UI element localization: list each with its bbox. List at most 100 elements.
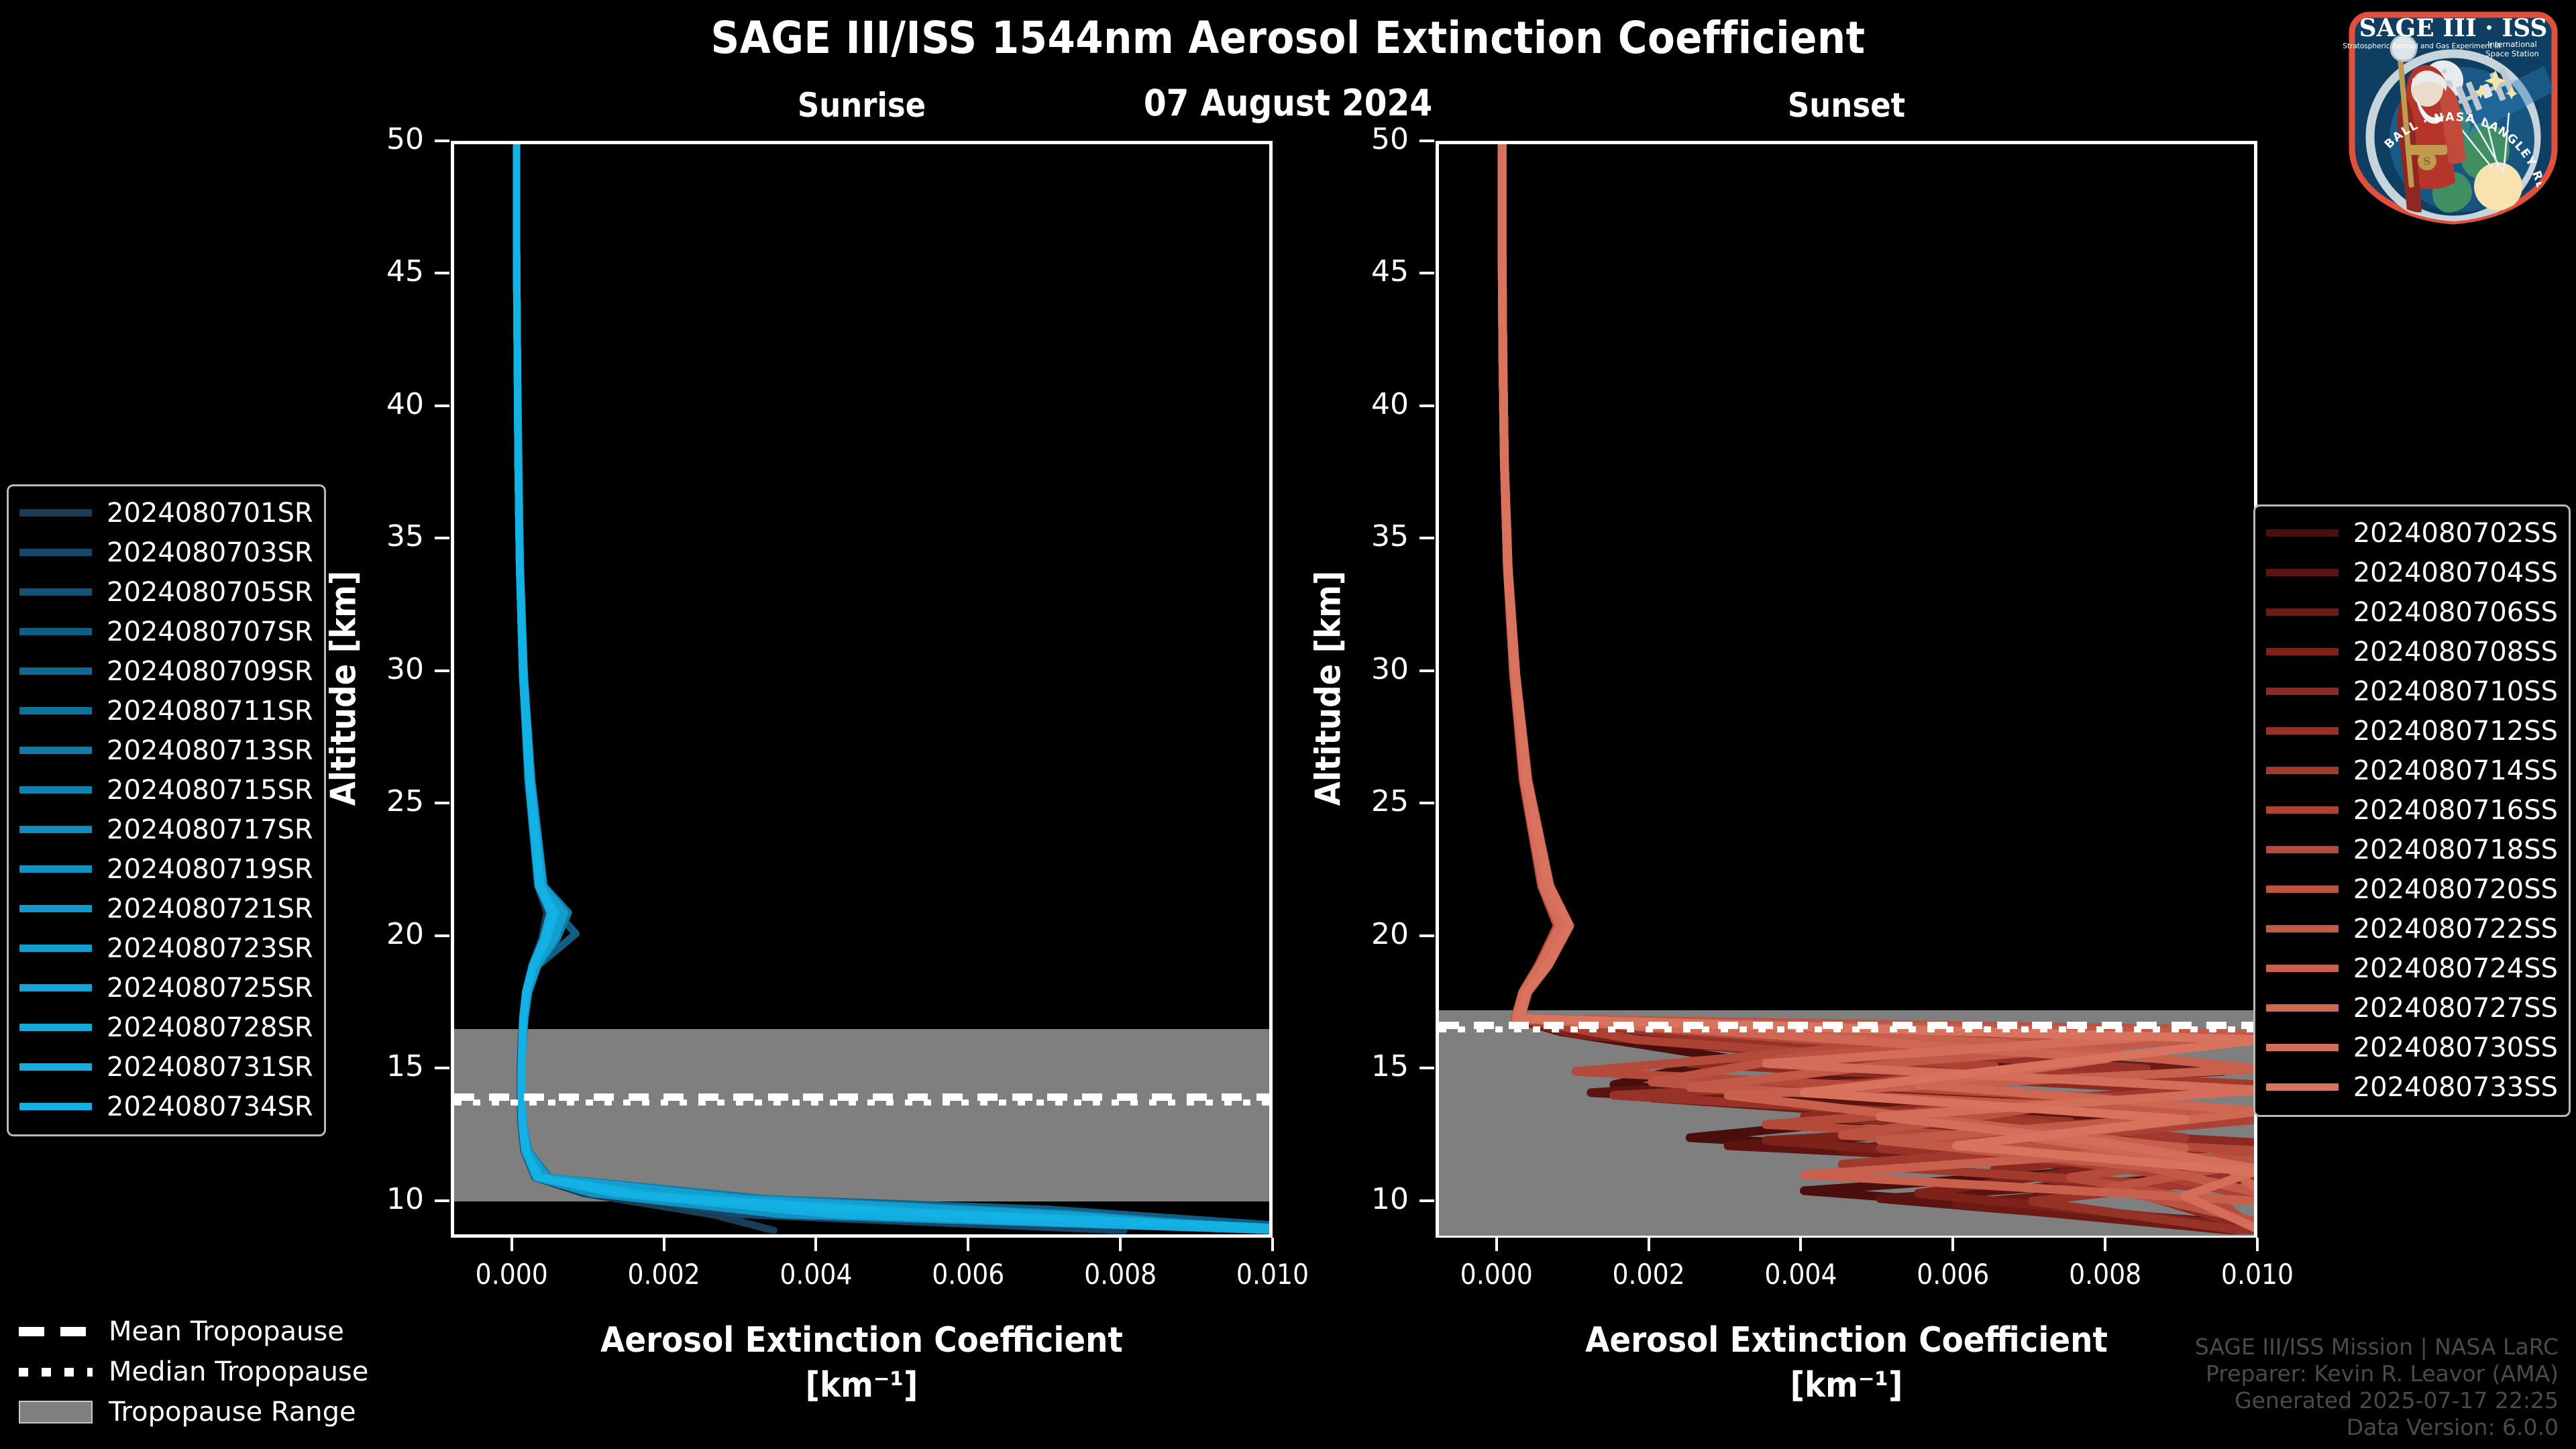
legend-item-label: 2024080720SS bbox=[2353, 873, 2558, 905]
legend-item-label: 2024080708SS bbox=[2353, 636, 2558, 667]
legend-tropopause: Mean Tropopause Median Tropopause Tropop… bbox=[19, 1311, 368, 1432]
logo-subtitle-left: Stratospheric Aerosol and Gas Experiment… bbox=[2343, 42, 2501, 50]
y-tick-mark bbox=[1419, 1067, 1434, 1070]
legend-sunrise-item[interactable]: 2024080723SR bbox=[19, 928, 313, 968]
dotted-line-icon bbox=[19, 1367, 93, 1377]
y-tick-label: 15 bbox=[386, 1049, 424, 1084]
legend-color-swatch bbox=[2265, 806, 2339, 814]
legend-sunrise-item[interactable]: 2024080731SR bbox=[19, 1047, 313, 1087]
legend-color-swatch bbox=[19, 707, 92, 714]
y-tick-label: 30 bbox=[386, 651, 424, 686]
legend-item-label: 2024080722SS bbox=[2353, 913, 2558, 945]
legend-color-swatch bbox=[19, 549, 92, 556]
series-line bbox=[513, 144, 1269, 1232]
legend-sunrise-item[interactable]: 2024080728SR bbox=[19, 1008, 313, 1047]
legend-sunset-item[interactable]: 2024080706SS bbox=[2265, 592, 2558, 632]
legend-sunset-item[interactable]: 2024080714SS bbox=[2265, 751, 2558, 790]
credits-mission: SAGE III/ISS Mission | NASA LaRC bbox=[2194, 1334, 2559, 1360]
legend-item-label: 2024080723SR bbox=[107, 932, 313, 964]
legend-sunrise-item[interactable]: 2024080734SR bbox=[19, 1087, 313, 1126]
y-tick-mark bbox=[1419, 272, 1434, 275]
legend-color-swatch bbox=[19, 905, 92, 912]
legend-item-label: 2024080715SR bbox=[107, 774, 313, 806]
series-line bbox=[513, 144, 1269, 1234]
y-tick-mark bbox=[1419, 802, 1434, 805]
series-line bbox=[513, 144, 1269, 1229]
legend-color-swatch bbox=[19, 1063, 92, 1071]
series-line bbox=[513, 144, 1269, 1232]
legend-sunset-item[interactable]: 2024080724SS bbox=[2265, 949, 2558, 988]
x-tick-mark bbox=[1951, 1238, 1955, 1251]
legend-item-label: 2024080728SR bbox=[107, 1012, 313, 1043]
legend-sunrise-item[interactable]: 2024080717SR bbox=[19, 810, 313, 849]
logo-title: SAGE III · ISS bbox=[2359, 14, 2548, 42]
legend-item-label: 2024080721SR bbox=[107, 893, 313, 924]
series-line bbox=[513, 144, 1269, 1232]
y-tick-mark bbox=[435, 802, 449, 805]
series-line bbox=[513, 144, 1269, 1232]
x-axis-label-sunrise: Aerosol Extinction Coefficient bbox=[600, 1320, 1123, 1360]
legend-item-tropopause-range: Tropopause Range bbox=[19, 1392, 368, 1432]
legend-sunrise-item[interactable]: 2024080705SR bbox=[19, 572, 313, 612]
legend-sunset-item[interactable]: 2024080708SS bbox=[2265, 632, 2558, 672]
legend-sunrise-item[interactable]: 2024080725SR bbox=[19, 968, 313, 1008]
y-tick-label: 20 bbox=[386, 916, 424, 951]
legend-sunset-item[interactable]: 2024080710SS bbox=[2265, 672, 2558, 711]
legend-sunset-item[interactable]: 2024080716SS bbox=[2265, 790, 2558, 830]
legend-item-label: 2024080734SR bbox=[107, 1091, 313, 1122]
mean-tropopause-line bbox=[1439, 1022, 2254, 1030]
x-axis-unit-sunrise: [km⁻¹] bbox=[805, 1365, 918, 1405]
legend-color-swatch bbox=[2265, 727, 2339, 735]
legend-color-swatch bbox=[19, 865, 92, 873]
legend-sunset-item[interactable]: 2024080730SS bbox=[2265, 1028, 2558, 1067]
legend-item-label: 2024080725SR bbox=[107, 972, 313, 1004]
legend-item-label: 2024080718SS bbox=[2353, 834, 2558, 865]
legend-sunset-item[interactable]: 2024080722SS bbox=[2265, 909, 2558, 949]
legend-color-swatch bbox=[19, 747, 92, 754]
x-tick-label: 0.002 bbox=[627, 1258, 700, 1291]
legend-item-label: 2024080709SR bbox=[107, 655, 313, 687]
legend-sunset-item[interactable]: 2024080704SS bbox=[2265, 553, 2558, 592]
legend-item-label: 2024080731SR bbox=[107, 1051, 313, 1083]
x-tick-label: 0.008 bbox=[2069, 1258, 2142, 1291]
legend-color-swatch bbox=[2265, 767, 2339, 774]
legend-sunrise-item[interactable]: 2024080701SR bbox=[19, 493, 313, 533]
y-tick-mark bbox=[1419, 934, 1434, 937]
page-subtitle: 07 August 2024 bbox=[1143, 82, 1433, 124]
legend-sunrise-item[interactable]: 2024080707SR bbox=[19, 612, 313, 651]
y-axis-label-sunset: Altitude [km] bbox=[1308, 570, 1348, 806]
y-tick-label: 40 bbox=[386, 386, 424, 421]
legend-sunrise[interactable]: 2024080701SR 2024080703SR 2024080705SR 2024… bbox=[7, 484, 326, 1136]
y-tick-mark bbox=[435, 272, 449, 275]
y-tick-mark bbox=[435, 669, 449, 672]
legend-sunrise-item[interactable]: 2024080711SR bbox=[19, 691, 313, 731]
legend-sunset-item[interactable]: 2024080718SS bbox=[2265, 830, 2558, 869]
legend-sunrise-item[interactable]: 2024080703SR bbox=[19, 533, 313, 572]
logo-subtitle-right-1: International bbox=[2487, 40, 2536, 49]
series-line bbox=[513, 144, 777, 1234]
legend-item-label: 2024080724SS bbox=[2353, 953, 2558, 984]
legend-sunrise-item[interactable]: 2024080719SR bbox=[19, 849, 313, 889]
legend-sunrise-item[interactable]: 2024080713SR bbox=[19, 731, 313, 770]
x-tick-label: 0.000 bbox=[1460, 1258, 1533, 1291]
legend-item-label: 2024080704SS bbox=[2353, 557, 2558, 588]
legend-item-label: 2024080733SS bbox=[2353, 1071, 2558, 1103]
legend-sunrise-item[interactable]: 2024080715SR bbox=[19, 770, 313, 810]
x-tick-label: 0.006 bbox=[932, 1258, 1005, 1291]
plot-area-sunset bbox=[1436, 141, 2257, 1238]
legend-sunset-item[interactable]: 2024080733SS bbox=[2265, 1067, 2558, 1107]
y-tick-mark bbox=[435, 537, 449, 540]
legend-sunset-item[interactable]: 2024080720SS bbox=[2265, 869, 2558, 909]
median-tropopause-line bbox=[454, 1099, 1269, 1106]
legend-sunset[interactable]: 2024080702SS 2024080704SS 2024080706SS 2024… bbox=[2253, 504, 2571, 1117]
y-tick-label: 25 bbox=[1371, 784, 1409, 819]
legend-sunrise-item[interactable]: 2024080721SR bbox=[19, 889, 313, 928]
legend-sunset-item[interactable]: 2024080702SS bbox=[2265, 513, 2558, 553]
legend-sunrise-item[interactable]: 2024080709SR bbox=[19, 651, 313, 691]
y-tick-label: 30 bbox=[1371, 651, 1409, 686]
x-tick-label: 0.010 bbox=[1236, 1258, 1309, 1291]
legend-sunset-item[interactable]: 2024080712SS bbox=[2265, 711, 2558, 751]
legend-sunset-item[interactable]: 2024080727SS bbox=[2265, 988, 2558, 1028]
page-title: SAGE III/ISS 1544nm Aerosol Extinction C… bbox=[710, 12, 1866, 64]
